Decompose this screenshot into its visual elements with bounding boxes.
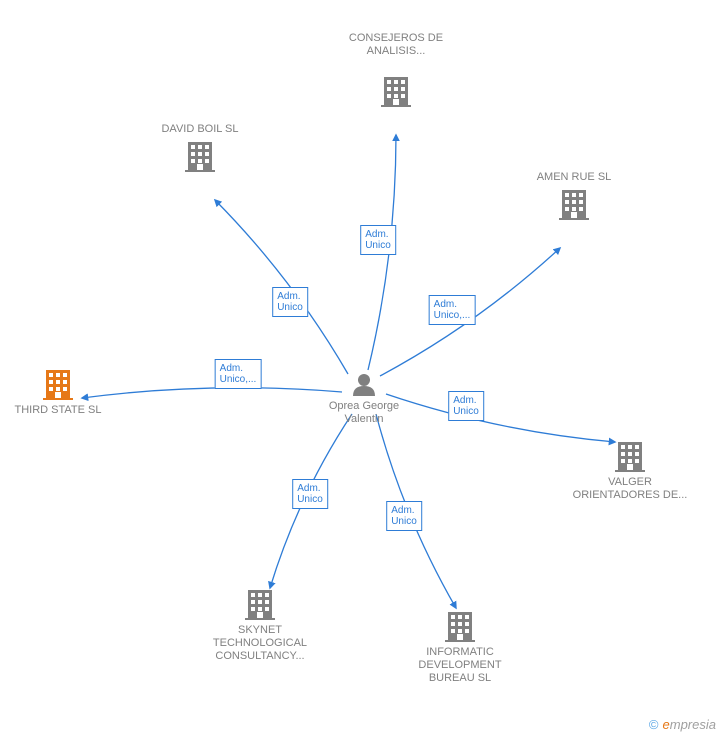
- watermark: © empresia: [649, 717, 716, 732]
- brand-rest: mpresia: [670, 717, 716, 732]
- node-label: AMEN RUE SL: [514, 171, 634, 184]
- edge-line: [386, 394, 615, 442]
- person-icon: [353, 374, 375, 396]
- copyright-symbol: ©: [649, 717, 659, 732]
- node-label: THIRD STATE SL: [0, 404, 118, 417]
- edge-label: Adm. Unico: [292, 479, 328, 509]
- node-label: VALGER ORIENTADORES DE...: [570, 476, 690, 502]
- edges-group: [82, 135, 615, 608]
- brand-first-letter: e: [663, 717, 670, 732]
- building-icon: [245, 590, 275, 620]
- edge-label: Adm. Unico: [448, 391, 484, 421]
- edge-label: Adm. Unico,...: [429, 295, 476, 325]
- icons-group: [43, 77, 645, 642]
- edge-label: Adm. Unico: [386, 501, 422, 531]
- building-icon: [559, 190, 589, 220]
- center-node-label: Oprea George Valentin: [324, 400, 404, 426]
- node-label: SKYNET TECHNOLOGICAL CONSULTANCY...: [200, 624, 320, 663]
- building-icon: [445, 612, 475, 642]
- building-icon: [43, 370, 73, 400]
- node-label: DAVID BOIL SL: [140, 123, 260, 136]
- edge-label: Adm. Unico: [360, 225, 396, 255]
- building-icon: [185, 142, 215, 172]
- node-label: CONSEJEROS DE ANALISIS...: [336, 32, 456, 58]
- edge-line: [82, 388, 342, 398]
- network-svg: [0, 0, 728, 740]
- edge-label: Adm. Unico: [272, 287, 308, 317]
- node-label: INFORMATIC DEVELOPMENT BUREAU SL: [400, 646, 520, 685]
- building-icon: [615, 442, 645, 472]
- edge-label: Adm. Unico,...: [215, 359, 262, 389]
- building-icon: [381, 77, 411, 107]
